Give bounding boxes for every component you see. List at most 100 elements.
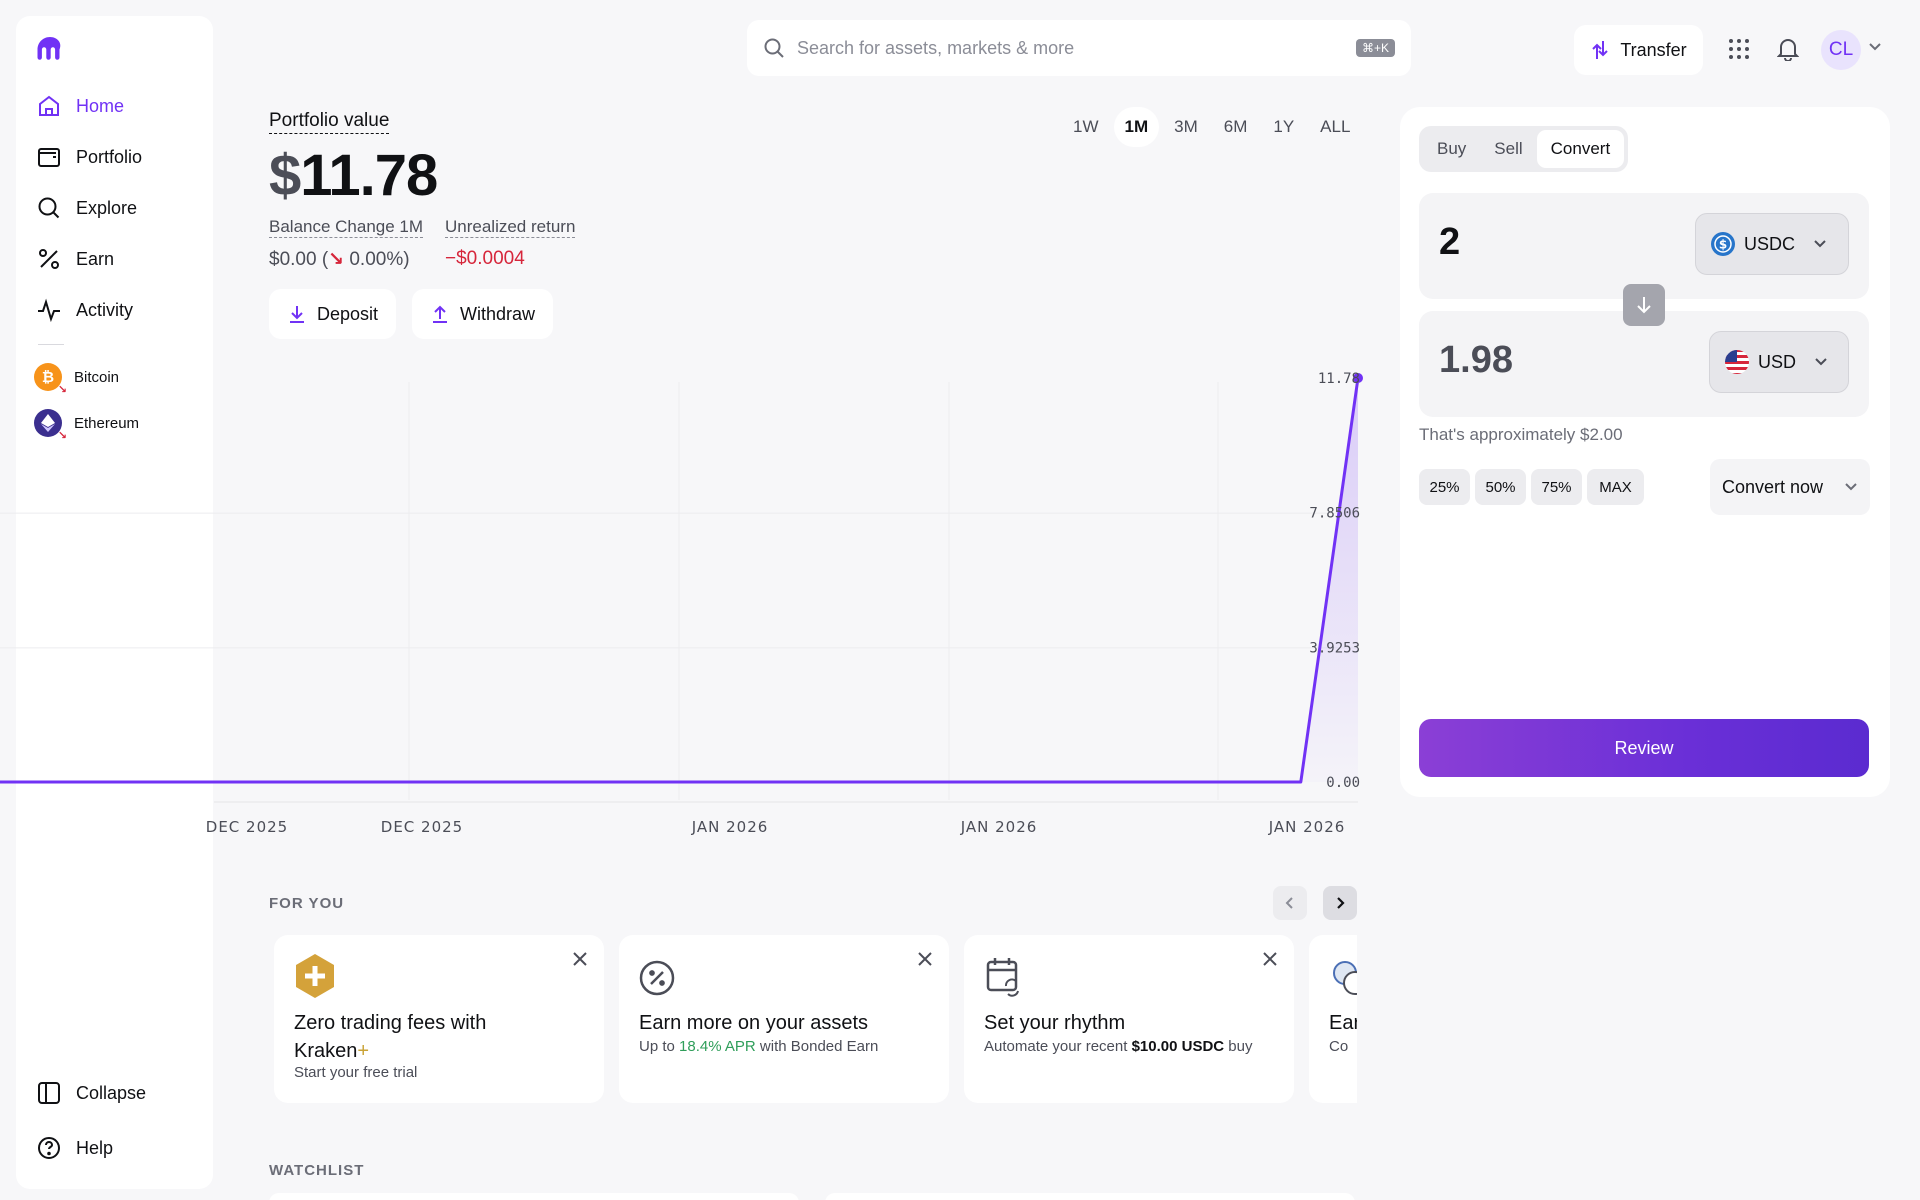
watchlist-card[interactable] bbox=[269, 1193, 799, 1200]
portfolio-value-label[interactable]: Portfolio value bbox=[269, 110, 390, 134]
promo-card[interactable]: Zero trading fees with Kraken+ Start you… bbox=[274, 935, 604, 1103]
plus-badge-icon bbox=[296, 954, 334, 998]
search-bar[interactable]: ⌘+K bbox=[747, 20, 1411, 76]
unrealized-return-value: −$0.0004 bbox=[445, 248, 525, 269]
range-tab-6m[interactable]: 6M bbox=[1223, 117, 1248, 136]
range-tab-1m[interactable]: 1M bbox=[1113, 107, 1160, 147]
sidebar-item-label: Home bbox=[76, 95, 125, 116]
promo-card[interactable]: Ear Co bbox=[1309, 935, 1357, 1103]
chevron-left-icon bbox=[1285, 897, 1293, 909]
chart-x-tick-label: DEC 2025 bbox=[381, 818, 463, 836]
sidebar-item-explore[interactable]: Explore bbox=[36, 188, 137, 228]
bitcoin-icon: ₿ ↘ bbox=[34, 363, 67, 396]
range-tab-1w[interactable]: 1W bbox=[1073, 117, 1099, 136]
from-amount-input[interactable]: 2 bbox=[1439, 221, 1461, 263]
svg-text:$: $ bbox=[1719, 238, 1727, 252]
sidebar-item-earn[interactable]: Earn bbox=[36, 239, 114, 279]
sidebar-item-label: Portfolio bbox=[76, 146, 143, 167]
promo-card[interactable]: Set your rhythm Automate your recent $10… bbox=[964, 935, 1294, 1103]
collapse-sidebar-icon bbox=[38, 1082, 60, 1104]
promo-card[interactable]: Earn more on your assets Up to 18.4% APR… bbox=[619, 935, 949, 1103]
sidebar-asset-label: Bitcoin bbox=[74, 368, 120, 386]
sidebar: Home Portfolio Explore Earn Activity ₿ ↘ … bbox=[16, 16, 213, 1189]
transfer-button[interactable]: Transfer bbox=[1574, 25, 1703, 75]
withdraw-label: Withdraw bbox=[460, 303, 536, 324]
percent-50-button[interactable]: 50% bbox=[1475, 469, 1526, 505]
sidebar-divider bbox=[38, 344, 64, 345]
balance-change-value: $0.00 (↘ 0.00%) bbox=[269, 248, 410, 271]
help-icon bbox=[38, 1137, 60, 1159]
percent-75-button[interactable]: 75% bbox=[1531, 469, 1582, 505]
close-icon[interactable] bbox=[1260, 949, 1280, 969]
carousel-prev-button[interactable] bbox=[1273, 886, 1307, 920]
balance-change-label[interactable]: Balance Change 1M bbox=[269, 217, 424, 238]
close-icon[interactable] bbox=[915, 949, 935, 969]
carousel-next-button[interactable] bbox=[1323, 886, 1357, 920]
chevron-down-icon bbox=[1814, 240, 1826, 248]
chart-series-line bbox=[0, 377, 1360, 784]
tab-buy[interactable]: Buy bbox=[1437, 139, 1467, 158]
sidebar-item-label: Earn bbox=[76, 248, 115, 269]
sidebar-item-home[interactable]: Home bbox=[36, 86, 124, 126]
sidebar-item-activity[interactable]: Activity bbox=[36, 290, 133, 330]
card-subtitle: Start your free trial bbox=[294, 1064, 418, 1081]
search-input[interactable] bbox=[797, 37, 1344, 59]
chevron-down-icon bbox=[1815, 358, 1827, 366]
watchlist-card[interactable] bbox=[825, 1193, 1355, 1200]
portfolio-chart[interactable]: 11.78 7.8506 3.9253 0.00 DEC 2025 DEC 2025 JAN… bbox=[0, 360, 1380, 840]
card-subtitle: Automate your recent $10.00 USDC buy bbox=[984, 1038, 1253, 1055]
card-subtitle: Up to 18.4% APR with Bonded Earn bbox=[639, 1038, 879, 1055]
from-currency-select[interactable]: $ USDC bbox=[1695, 213, 1849, 275]
sidebar-asset-bitcoin[interactable]: ₿ ↘ Bitcoin bbox=[34, 360, 120, 396]
avatar[interactable]: CL bbox=[1821, 30, 1861, 70]
chevron-right-icon bbox=[1337, 897, 1345, 909]
download-icon bbox=[290, 306, 304, 323]
sidebar-item-label: Activity bbox=[76, 299, 134, 320]
collapse-button[interactable]: Collapse bbox=[36, 1073, 146, 1113]
kraken-logo-icon[interactable] bbox=[34, 33, 66, 65]
help-label: Help bbox=[76, 1137, 114, 1158]
tab-convert[interactable]: Convert bbox=[1536, 130, 1625, 168]
chart-x-tick-label: DEC 2025 bbox=[206, 818, 288, 836]
swap-direction-button[interactable] bbox=[1623, 284, 1665, 326]
close-icon[interactable] bbox=[570, 949, 590, 969]
chevron-down-icon[interactable] bbox=[1868, 40, 1882, 54]
apps-grid-icon[interactable] bbox=[1724, 34, 1754, 64]
chart-x-tick-label: JAN 2026 bbox=[1268, 818, 1346, 836]
usdc-icon: $ bbox=[1711, 232, 1735, 256]
to-currency-select[interactable]: USD bbox=[1709, 331, 1849, 393]
activity-icon bbox=[38, 298, 60, 323]
ethereum-icon: ↘ bbox=[34, 409, 67, 442]
max-button[interactable]: MAX bbox=[1587, 469, 1644, 505]
balance-change-percent: 0.00%) bbox=[349, 249, 410, 270]
range-tab-1y[interactable]: 1Y bbox=[1273, 117, 1295, 136]
deposit-button[interactable]: Deposit bbox=[269, 289, 397, 339]
help-button[interactable]: Help bbox=[36, 1128, 113, 1168]
from-amount-box: 2 $ USDC bbox=[1419, 193, 1869, 299]
chart-y-tick-label: 3.9253 bbox=[1309, 640, 1360, 656]
percent-badge-icon bbox=[639, 960, 675, 996]
home-icon bbox=[39, 95, 59, 116]
percent-25-button[interactable]: 25% bbox=[1419, 469, 1470, 505]
notifications-bell-icon[interactable] bbox=[1773, 34, 1803, 64]
search-icon bbox=[764, 38, 784, 58]
range-tab-all[interactable]: ALL bbox=[1320, 117, 1351, 136]
range-tab-3m[interactable]: 3M bbox=[1174, 117, 1198, 136]
withdraw-button[interactable]: Withdraw bbox=[412, 289, 554, 339]
arrow-down-icon bbox=[1637, 297, 1651, 314]
review-button[interactable]: Review bbox=[1419, 719, 1869, 777]
from-currency-label: USDC bbox=[1744, 233, 1796, 254]
currency-symbol: $ bbox=[269, 143, 301, 208]
order-type-select[interactable]: Convert now bbox=[1710, 459, 1870, 515]
portfolio-value-amount: 11.78 bbox=[300, 143, 438, 208]
transfer-label: Transfer bbox=[1620, 39, 1687, 60]
unrealized-return-label[interactable]: Unrealized return bbox=[445, 217, 576, 238]
card-title: Ear bbox=[1329, 1012, 1357, 1034]
sidebar-asset-ethereum[interactable]: ↘ Ethereum bbox=[34, 406, 139, 442]
tab-sell[interactable]: Sell bbox=[1494, 139, 1523, 158]
collapse-label: Collapse bbox=[76, 1082, 147, 1103]
sidebar-item-portfolio[interactable]: Portfolio bbox=[36, 137, 142, 177]
card-subtitle: Co bbox=[1329, 1038, 1349, 1055]
to-currency-label: USD bbox=[1758, 351, 1797, 372]
us-flag-icon bbox=[1725, 350, 1749, 374]
